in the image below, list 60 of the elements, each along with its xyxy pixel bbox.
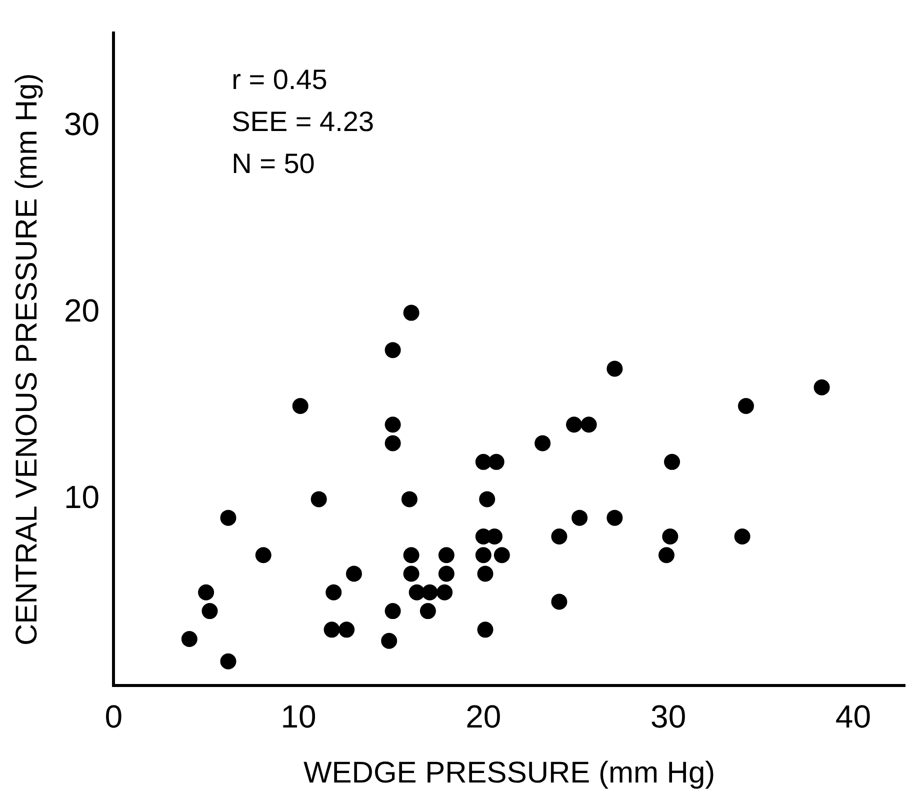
point xyxy=(477,566,494,582)
point xyxy=(403,566,420,582)
point xyxy=(658,547,674,564)
point xyxy=(381,632,398,649)
point xyxy=(384,342,401,358)
point xyxy=(384,435,401,452)
point xyxy=(401,491,418,508)
point xyxy=(384,416,401,433)
point xyxy=(403,304,420,321)
point xyxy=(338,622,355,638)
point xyxy=(814,379,830,396)
annotation: N = 50 xyxy=(232,148,315,179)
point xyxy=(566,416,582,433)
point xyxy=(403,547,420,564)
point xyxy=(181,631,198,647)
point xyxy=(310,491,327,508)
point xyxy=(346,566,362,582)
point xyxy=(324,622,340,638)
point xyxy=(292,398,308,414)
point xyxy=(479,491,496,508)
point xyxy=(422,584,438,600)
point xyxy=(662,528,678,544)
point xyxy=(738,398,754,414)
point xyxy=(477,622,494,638)
y-tick-label: 20 xyxy=(64,292,100,329)
x-tick-label: 40 xyxy=(835,698,872,735)
x-tick-label: 0 xyxy=(104,698,122,735)
point xyxy=(202,603,218,620)
point xyxy=(475,547,492,564)
annotation: SEE = 4.23 xyxy=(232,106,374,137)
point xyxy=(734,528,750,544)
point xyxy=(438,547,454,564)
y-axis-title: CENTRAL VENOUS PRESSURE (mm Hg) xyxy=(10,73,44,646)
point xyxy=(606,510,623,526)
point xyxy=(606,360,623,377)
point xyxy=(438,566,454,582)
point xyxy=(580,416,597,433)
x-axis-title: WEDGE PRESSURE (mm Hg) xyxy=(303,756,716,790)
y-tick-label: 30 xyxy=(64,106,100,142)
point xyxy=(486,528,503,544)
point xyxy=(664,454,680,470)
point xyxy=(220,653,236,670)
y-tick-label: 10 xyxy=(64,479,100,516)
point xyxy=(255,547,272,564)
point xyxy=(384,603,401,620)
point xyxy=(488,454,504,470)
point xyxy=(220,510,236,526)
point xyxy=(551,528,568,544)
point xyxy=(436,584,453,600)
annotation: r = 0.45 xyxy=(232,64,328,95)
point xyxy=(198,584,214,600)
x-tick-label: 10 xyxy=(280,698,316,735)
point xyxy=(572,510,588,526)
point xyxy=(494,547,510,564)
point xyxy=(326,584,342,600)
point xyxy=(420,603,436,620)
x-tick-label: 30 xyxy=(650,698,686,735)
point xyxy=(551,594,568,610)
point xyxy=(534,435,551,452)
x-tick-label: 20 xyxy=(466,698,502,735)
